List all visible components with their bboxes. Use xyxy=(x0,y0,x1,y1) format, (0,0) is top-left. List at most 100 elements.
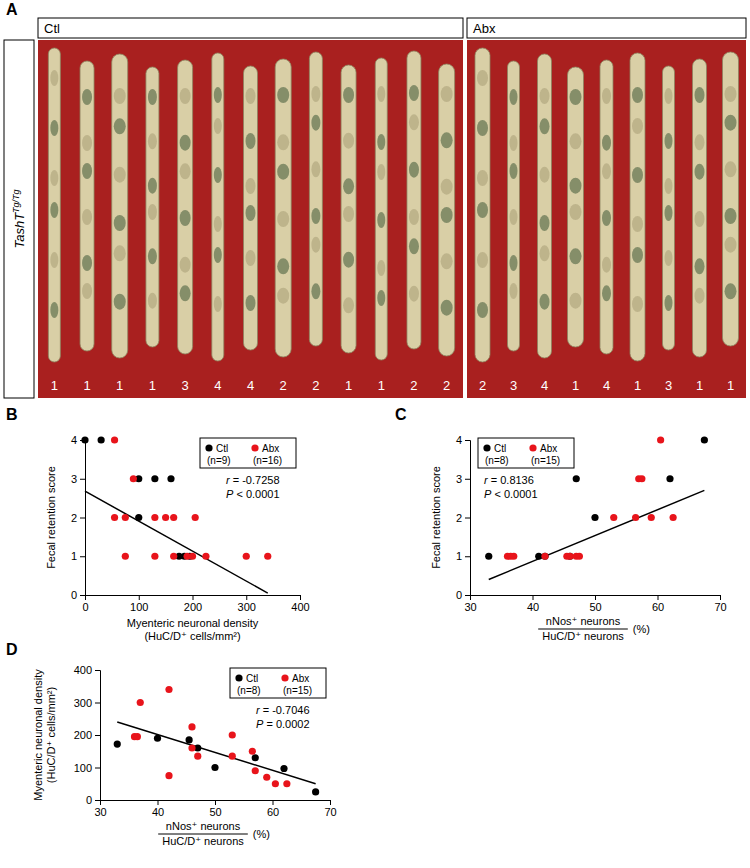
colon-content xyxy=(540,245,550,261)
colon-content xyxy=(632,167,643,183)
x-axis: 0100200300400 xyxy=(82,595,309,613)
genotype-base: TashT xyxy=(12,212,27,249)
colon xyxy=(663,66,675,350)
y-tick: 100 xyxy=(74,762,100,774)
y-axis-line xyxy=(80,441,86,596)
colon-content xyxy=(632,296,643,312)
colon xyxy=(112,54,128,358)
colon-content xyxy=(82,163,92,179)
x-axis-title: (HuC/D⁺ cells/mm²) xyxy=(144,630,240,642)
colon-content xyxy=(632,247,643,263)
point xyxy=(576,553,583,560)
colon-content xyxy=(510,209,518,225)
colon-content xyxy=(214,167,222,183)
point xyxy=(170,514,177,521)
genotype-label: TashTTg/Tg xyxy=(11,189,27,248)
point xyxy=(202,553,209,560)
y-tick-mark xyxy=(80,479,85,480)
y-tick-mark xyxy=(95,703,100,704)
point xyxy=(573,475,580,482)
y-tick-mark xyxy=(95,800,100,801)
colon-content xyxy=(277,164,289,180)
legend-n: (n=15) xyxy=(283,685,312,696)
point xyxy=(229,731,236,738)
x-axis: 3040506070 xyxy=(464,595,726,613)
colon xyxy=(475,48,490,362)
colon-content xyxy=(180,210,191,226)
point xyxy=(188,723,195,730)
x-tick-label: 50 xyxy=(589,601,601,613)
x-tick-mark xyxy=(215,800,216,805)
colon-content xyxy=(602,210,611,226)
colon-content xyxy=(477,252,488,268)
colon-content xyxy=(377,260,385,276)
legend-n: (n=15) xyxy=(531,455,560,466)
x-tick-mark xyxy=(273,800,274,805)
y-tick: 0 xyxy=(456,589,470,601)
y-tick-mark xyxy=(465,518,470,519)
fraction-bar xyxy=(158,834,248,835)
point xyxy=(192,514,199,521)
y-tick-mark xyxy=(95,670,100,671)
point xyxy=(98,436,105,443)
y-tick-mark xyxy=(80,556,85,557)
x-axis-line xyxy=(471,596,721,601)
y-tick-mark xyxy=(465,556,470,557)
point xyxy=(189,553,196,560)
colon-content xyxy=(246,295,256,311)
colon xyxy=(723,52,739,346)
y-tick-mark xyxy=(80,518,85,519)
colon-content xyxy=(148,178,157,194)
point xyxy=(485,553,492,560)
colon-content xyxy=(725,115,737,131)
x-tick-label: 50 xyxy=(209,806,221,818)
score-label: 1 xyxy=(83,378,90,393)
x-tick: 100 xyxy=(130,595,148,613)
colon-content xyxy=(214,247,222,263)
score-label: 3 xyxy=(510,378,517,393)
y-tick: 2 xyxy=(456,512,470,524)
legend-box xyxy=(230,668,326,698)
point xyxy=(135,514,142,521)
legend-marker xyxy=(251,444,258,451)
x-axis: 3040506070 xyxy=(94,800,336,818)
point xyxy=(211,764,218,771)
colon-content xyxy=(510,255,518,271)
score-label: 2 xyxy=(280,378,287,393)
point xyxy=(272,780,279,787)
annotation: r = -0.7046 xyxy=(256,704,310,716)
x-tick-label: 0 xyxy=(82,601,88,613)
legend: Ctl(n=8)Abx(n=15) xyxy=(478,438,574,468)
figure: ATashTTg/TgCtl1111344221122Abx234141311B… xyxy=(0,0,750,868)
x-axis-line xyxy=(86,596,301,601)
x-tick: 300 xyxy=(238,595,256,613)
point xyxy=(249,748,256,755)
colon-content xyxy=(214,118,222,134)
group-header: Abx xyxy=(473,21,496,36)
colon-content xyxy=(540,118,550,134)
point xyxy=(165,686,172,693)
legend: Ctl(n=9)Abx(n=16) xyxy=(200,438,296,468)
colon-content xyxy=(343,178,354,194)
colon-content xyxy=(50,302,58,318)
point xyxy=(632,514,639,521)
colon-content xyxy=(180,88,191,104)
colon-content xyxy=(148,133,157,149)
point xyxy=(229,753,236,760)
colon-content xyxy=(540,215,550,231)
point xyxy=(111,514,118,521)
panel-label: A xyxy=(6,1,18,18)
group-header: Ctl xyxy=(44,21,60,36)
y-tick: 200 xyxy=(74,729,100,741)
x-tick-label: 100 xyxy=(130,601,148,613)
y-tick: 400 xyxy=(74,664,100,676)
y-tick-label: 300 xyxy=(74,697,92,709)
point xyxy=(566,553,573,560)
x-tick: 200 xyxy=(184,595,202,613)
colon-content xyxy=(409,85,419,101)
colon-content xyxy=(277,288,289,304)
colon-content xyxy=(409,114,419,130)
x-tick-mark xyxy=(330,800,331,805)
point xyxy=(194,753,201,760)
colon-content xyxy=(180,163,191,179)
